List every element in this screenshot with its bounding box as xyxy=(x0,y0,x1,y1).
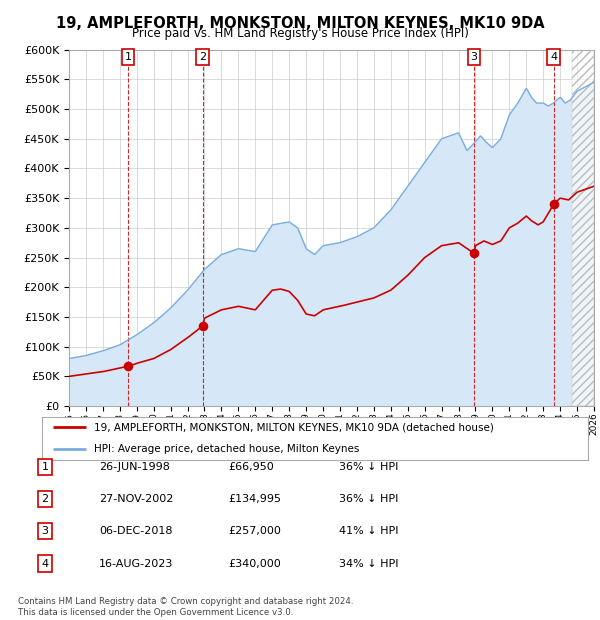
Text: £257,000: £257,000 xyxy=(228,526,281,536)
Text: £66,950: £66,950 xyxy=(228,462,274,472)
Point xyxy=(124,361,133,371)
Text: £340,000: £340,000 xyxy=(228,559,281,569)
Text: 4: 4 xyxy=(550,51,557,62)
Text: 1: 1 xyxy=(125,51,131,62)
Text: 27-NOV-2002: 27-NOV-2002 xyxy=(99,494,173,504)
Text: 06-DEC-2018: 06-DEC-2018 xyxy=(99,526,173,536)
Text: 34% ↓ HPI: 34% ↓ HPI xyxy=(339,559,398,569)
Text: 41% ↓ HPI: 41% ↓ HPI xyxy=(339,526,398,536)
Text: Price paid vs. HM Land Registry's House Price Index (HPI): Price paid vs. HM Land Registry's House … xyxy=(131,27,469,40)
Point xyxy=(198,321,208,331)
Text: 26-JUN-1998: 26-JUN-1998 xyxy=(99,462,170,472)
Text: 36% ↓ HPI: 36% ↓ HPI xyxy=(339,494,398,504)
Text: 19, AMPLEFORTH, MONKSTON, MILTON KEYNES, MK10 9DA (detached house): 19, AMPLEFORTH, MONKSTON, MILTON KEYNES,… xyxy=(94,422,494,433)
Text: 3: 3 xyxy=(470,51,478,62)
Text: Contains HM Land Registry data © Crown copyright and database right 2024.
This d: Contains HM Land Registry data © Crown c… xyxy=(18,598,353,617)
Text: 2: 2 xyxy=(41,494,49,504)
Text: 4: 4 xyxy=(41,559,49,569)
Point xyxy=(469,249,479,259)
Text: 19, AMPLEFORTH, MONKSTON, MILTON KEYNES, MK10 9DA: 19, AMPLEFORTH, MONKSTON, MILTON KEYNES,… xyxy=(56,16,544,30)
Text: 16-AUG-2023: 16-AUG-2023 xyxy=(99,559,173,569)
Text: £134,995: £134,995 xyxy=(228,494,281,504)
Text: 1: 1 xyxy=(41,462,49,472)
Point xyxy=(549,199,559,209)
Text: 36% ↓ HPI: 36% ↓ HPI xyxy=(339,462,398,472)
Text: 2: 2 xyxy=(199,51,206,62)
Text: HPI: Average price, detached house, Milton Keynes: HPI: Average price, detached house, Milt… xyxy=(94,444,359,454)
Text: 3: 3 xyxy=(41,526,49,536)
